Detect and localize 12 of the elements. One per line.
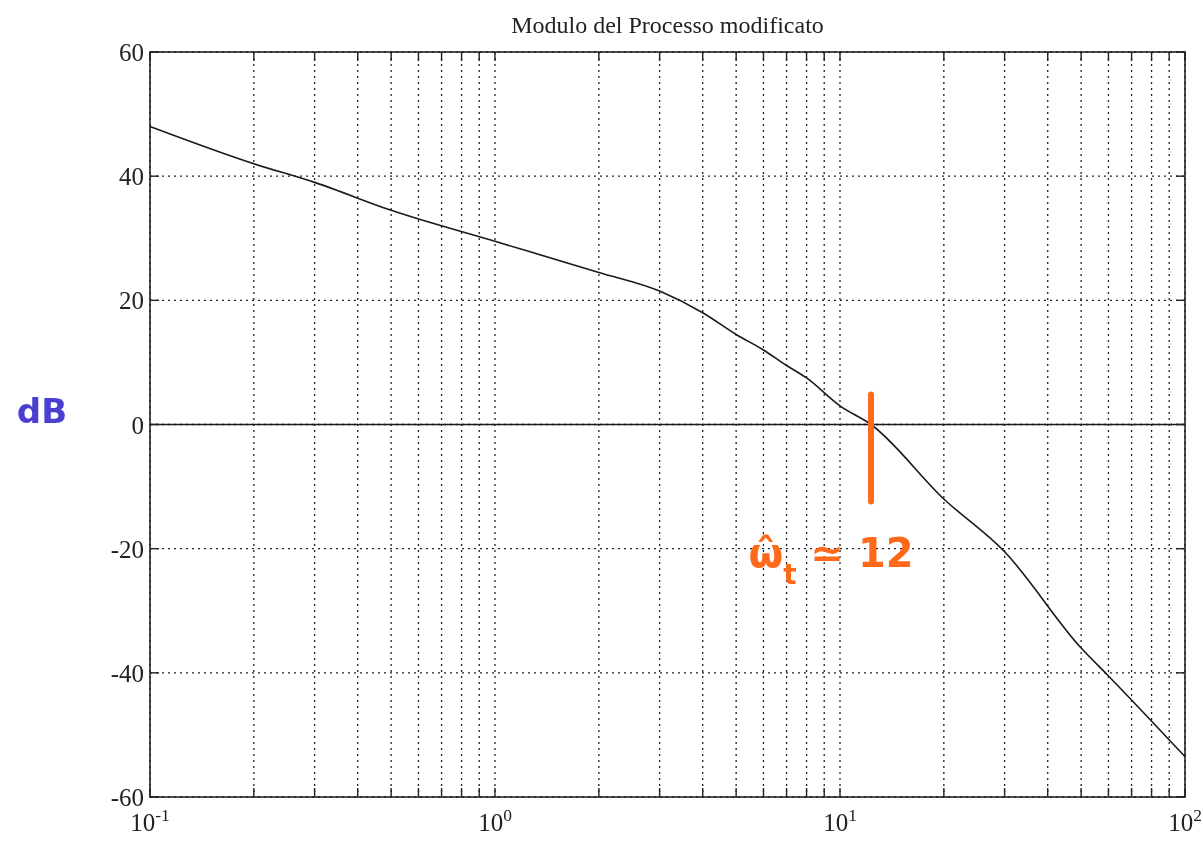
y-tick-label: -20 <box>110 535 144 563</box>
y-tick-label: 0 <box>131 411 144 439</box>
y-axis-title: dB <box>16 390 68 431</box>
annotation: ω̂$_{t}$ ≃ 12 <box>748 529 914 590</box>
y-tick-label: 20 <box>119 287 144 315</box>
x-tick-label: 10$^{2}$ <box>1168 805 1202 836</box>
chart-title: Modulo del Processo modificato <box>511 12 824 38</box>
y-tick-label: 60 <box>119 39 144 66</box>
x-tick-label: 10$^{0}$ <box>478 805 513 836</box>
x-tick-label: 10$^{1}$ <box>823 805 857 836</box>
y-tick-label: -40 <box>110 659 144 687</box>
y-tick-label: 40 <box>119 163 144 191</box>
